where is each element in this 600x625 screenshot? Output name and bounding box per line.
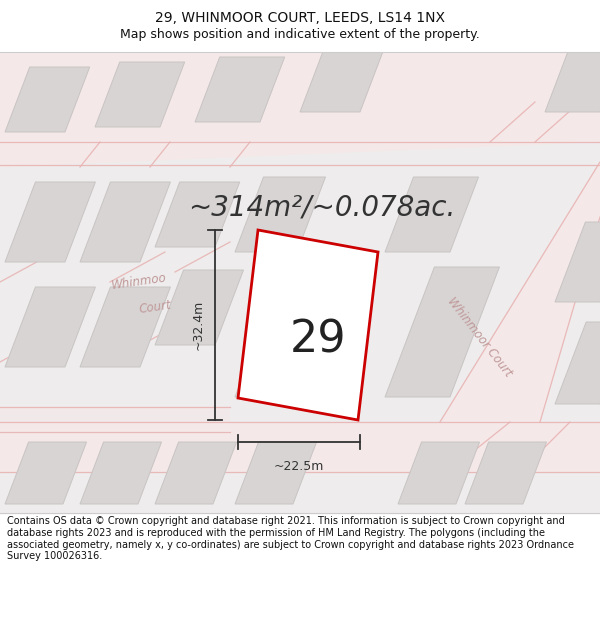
Polygon shape <box>80 182 170 262</box>
Polygon shape <box>390 162 600 422</box>
Polygon shape <box>385 267 499 397</box>
Polygon shape <box>5 182 95 262</box>
Text: ~314m²/~0.078ac.: ~314m²/~0.078ac. <box>188 193 455 221</box>
Polygon shape <box>5 442 86 504</box>
Polygon shape <box>155 442 236 504</box>
Polygon shape <box>195 57 285 122</box>
Polygon shape <box>80 287 170 367</box>
Text: Court: Court <box>138 298 172 316</box>
Polygon shape <box>555 222 600 302</box>
Text: ~22.5m: ~22.5m <box>274 460 324 473</box>
Polygon shape <box>80 442 161 504</box>
Text: Map shows position and indicative extent of the property.: Map shows position and indicative extent… <box>120 28 480 41</box>
Polygon shape <box>235 267 346 397</box>
Polygon shape <box>545 52 600 112</box>
Polygon shape <box>238 230 378 420</box>
Polygon shape <box>155 182 240 247</box>
Polygon shape <box>385 177 479 252</box>
Polygon shape <box>398 442 479 504</box>
Polygon shape <box>465 442 547 504</box>
Polygon shape <box>5 67 90 132</box>
Text: Whinmoor Court: Whinmoor Court <box>445 295 515 379</box>
Polygon shape <box>5 287 95 367</box>
Text: 29, WHINMOOR COURT, LEEDS, LS14 1NX: 29, WHINMOOR COURT, LEEDS, LS14 1NX <box>155 11 445 26</box>
Polygon shape <box>0 52 600 167</box>
Text: Whinmoo: Whinmoo <box>110 272 167 292</box>
Text: 29: 29 <box>290 319 346 361</box>
Polygon shape <box>0 407 230 432</box>
Polygon shape <box>95 62 185 127</box>
Polygon shape <box>555 322 600 404</box>
Polygon shape <box>235 177 325 252</box>
Polygon shape <box>235 442 317 504</box>
Text: ~32.4m: ~32.4m <box>192 300 205 350</box>
Polygon shape <box>155 270 244 345</box>
Text: Contains OS data © Crown copyright and database right 2021. This information is : Contains OS data © Crown copyright and d… <box>7 516 574 561</box>
Polygon shape <box>300 52 383 112</box>
Polygon shape <box>0 422 600 472</box>
